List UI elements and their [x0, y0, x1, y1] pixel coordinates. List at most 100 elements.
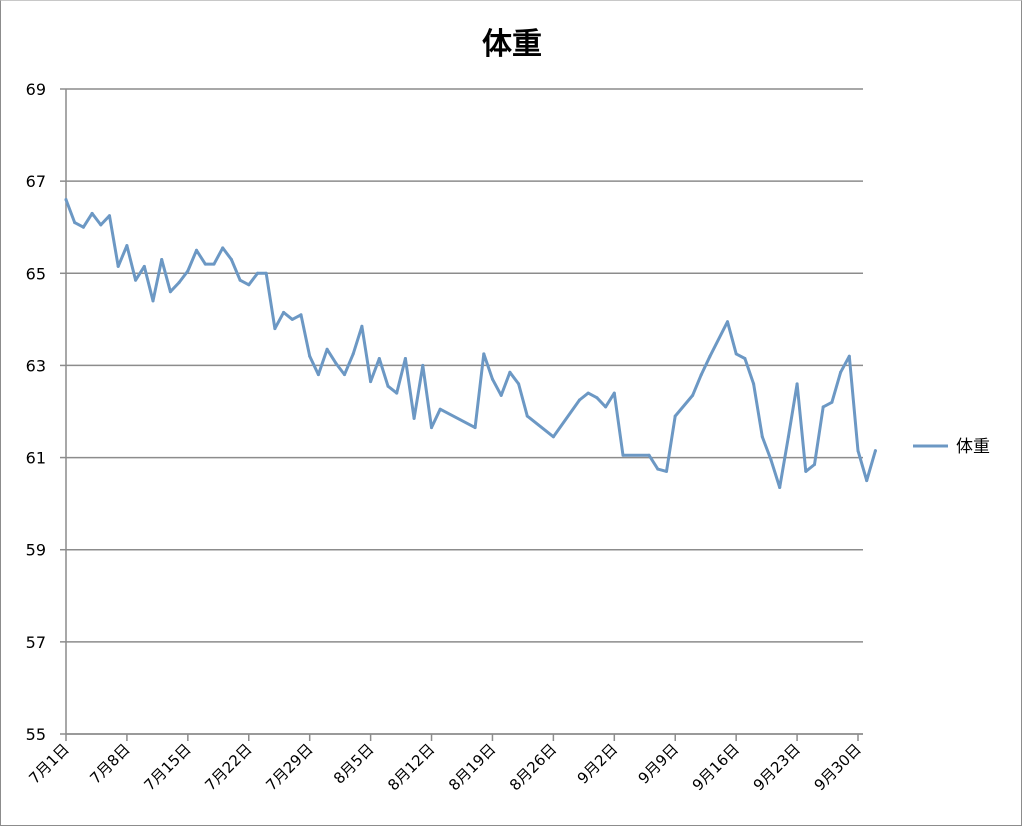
data-point [786, 435, 790, 439]
data-point [264, 271, 268, 275]
data-point [760, 435, 764, 439]
data-point [708, 354, 712, 358]
y-tick-label: 61 [26, 449, 46, 468]
x-tick-label: 9月30日 [811, 740, 865, 794]
y-axis: 55 57 59 61 63 65 67 69 [26, 80, 67, 744]
data-point [195, 248, 198, 252]
data-point [160, 258, 164, 261]
data-point [116, 264, 120, 268]
data-point [499, 393, 503, 397]
data-point [647, 453, 651, 457]
data-point [403, 357, 407, 360]
data-point [473, 426, 477, 430]
data-point [351, 352, 355, 356]
y-tick-label: 59 [26, 541, 46, 560]
data-point [813, 463, 816, 466]
data-point [299, 313, 303, 317]
data-point [256, 271, 259, 275]
data-point [656, 467, 660, 471]
y-tick-label: 67 [26, 172, 46, 191]
data-point [308, 354, 312, 358]
data-point [360, 324, 364, 328]
data-point [743, 357, 747, 360]
x-tick-label: 7月8日 [86, 740, 133, 787]
data-point [769, 458, 773, 462]
x-tick-label: 7月15日 [140, 740, 194, 794]
data-point [491, 377, 494, 381]
legend: 体重 [913, 437, 990, 457]
data-point [578, 398, 581, 402]
data-point [369, 380, 373, 384]
data-point [229, 258, 233, 261]
data-point [290, 317, 294, 321]
data-point [99, 223, 103, 227]
data-point [412, 416, 416, 420]
data-point [386, 384, 390, 388]
data-point [699, 373, 703, 377]
x-tick-label: 9月9日 [635, 740, 682, 787]
data-point [517, 382, 521, 386]
grid-lines [66, 88, 863, 735]
x-tick-label: 7月29日 [262, 740, 316, 794]
y-tick-label: 57 [26, 633, 46, 652]
data-point [665, 469, 668, 473]
data-point [482, 352, 486, 356]
data-point [673, 414, 677, 418]
data-point [856, 449, 860, 453]
data-point [73, 221, 77, 225]
data-point [177, 281, 181, 284]
data-point [795, 382, 799, 386]
data-point [752, 382, 756, 386]
data-point [151, 299, 155, 303]
x-tick-label: 8月5日 [330, 740, 377, 787]
data-point [325, 347, 329, 351]
data-point [81, 225, 85, 229]
y-tick-label: 65 [26, 264, 46, 283]
data-point [691, 393, 695, 397]
series-layer [64, 198, 877, 489]
data-point [621, 453, 625, 457]
x-axis: 7月1日 7月8日 7月15日 7月22日 7月29日 8月5日 8月12日 8月19日 8月2… [25, 733, 865, 794]
data-point [282, 310, 286, 314]
data-point [804, 469, 808, 473]
data-point [203, 262, 207, 266]
data-point [64, 198, 68, 202]
data-point [395, 391, 399, 395]
data-point [168, 290, 172, 294]
data-point [377, 357, 381, 360]
data-point [821, 405, 825, 409]
data-point [778, 486, 782, 489]
x-tick-label: 7月22日 [201, 740, 255, 794]
data-point [847, 354, 851, 358]
data-point [212, 262, 216, 266]
data-point [586, 391, 590, 395]
data-point [247, 283, 251, 287]
data-point [142, 264, 146, 268]
data-point [865, 479, 869, 483]
x-tick-label: 7月1日 [25, 740, 72, 787]
data-point [334, 361, 338, 365]
y-tick-label: 69 [26, 80, 46, 99]
data-point [438, 407, 442, 411]
data-point [734, 352, 738, 356]
data-point [125, 244, 129, 248]
data-point [108, 214, 111, 218]
data-point [90, 211, 94, 215]
data-point [604, 405, 608, 409]
y-tick-label: 63 [26, 356, 46, 375]
data-point [525, 414, 529, 418]
x-tick-label: 8月12日 [384, 740, 438, 794]
y-tick-label: 55 [26, 725, 46, 744]
data-point [830, 400, 834, 404]
x-tick-label: 8月19日 [445, 740, 499, 794]
data-point [430, 426, 433, 430]
data-point [726, 320, 729, 324]
x-tick-label: 8月26日 [506, 740, 560, 794]
legend-label: 体重 [956, 437, 990, 457]
data-point [343, 373, 346, 377]
data-point [421, 363, 425, 367]
data-point [873, 449, 877, 453]
chart-title: 体重 [482, 27, 542, 62]
